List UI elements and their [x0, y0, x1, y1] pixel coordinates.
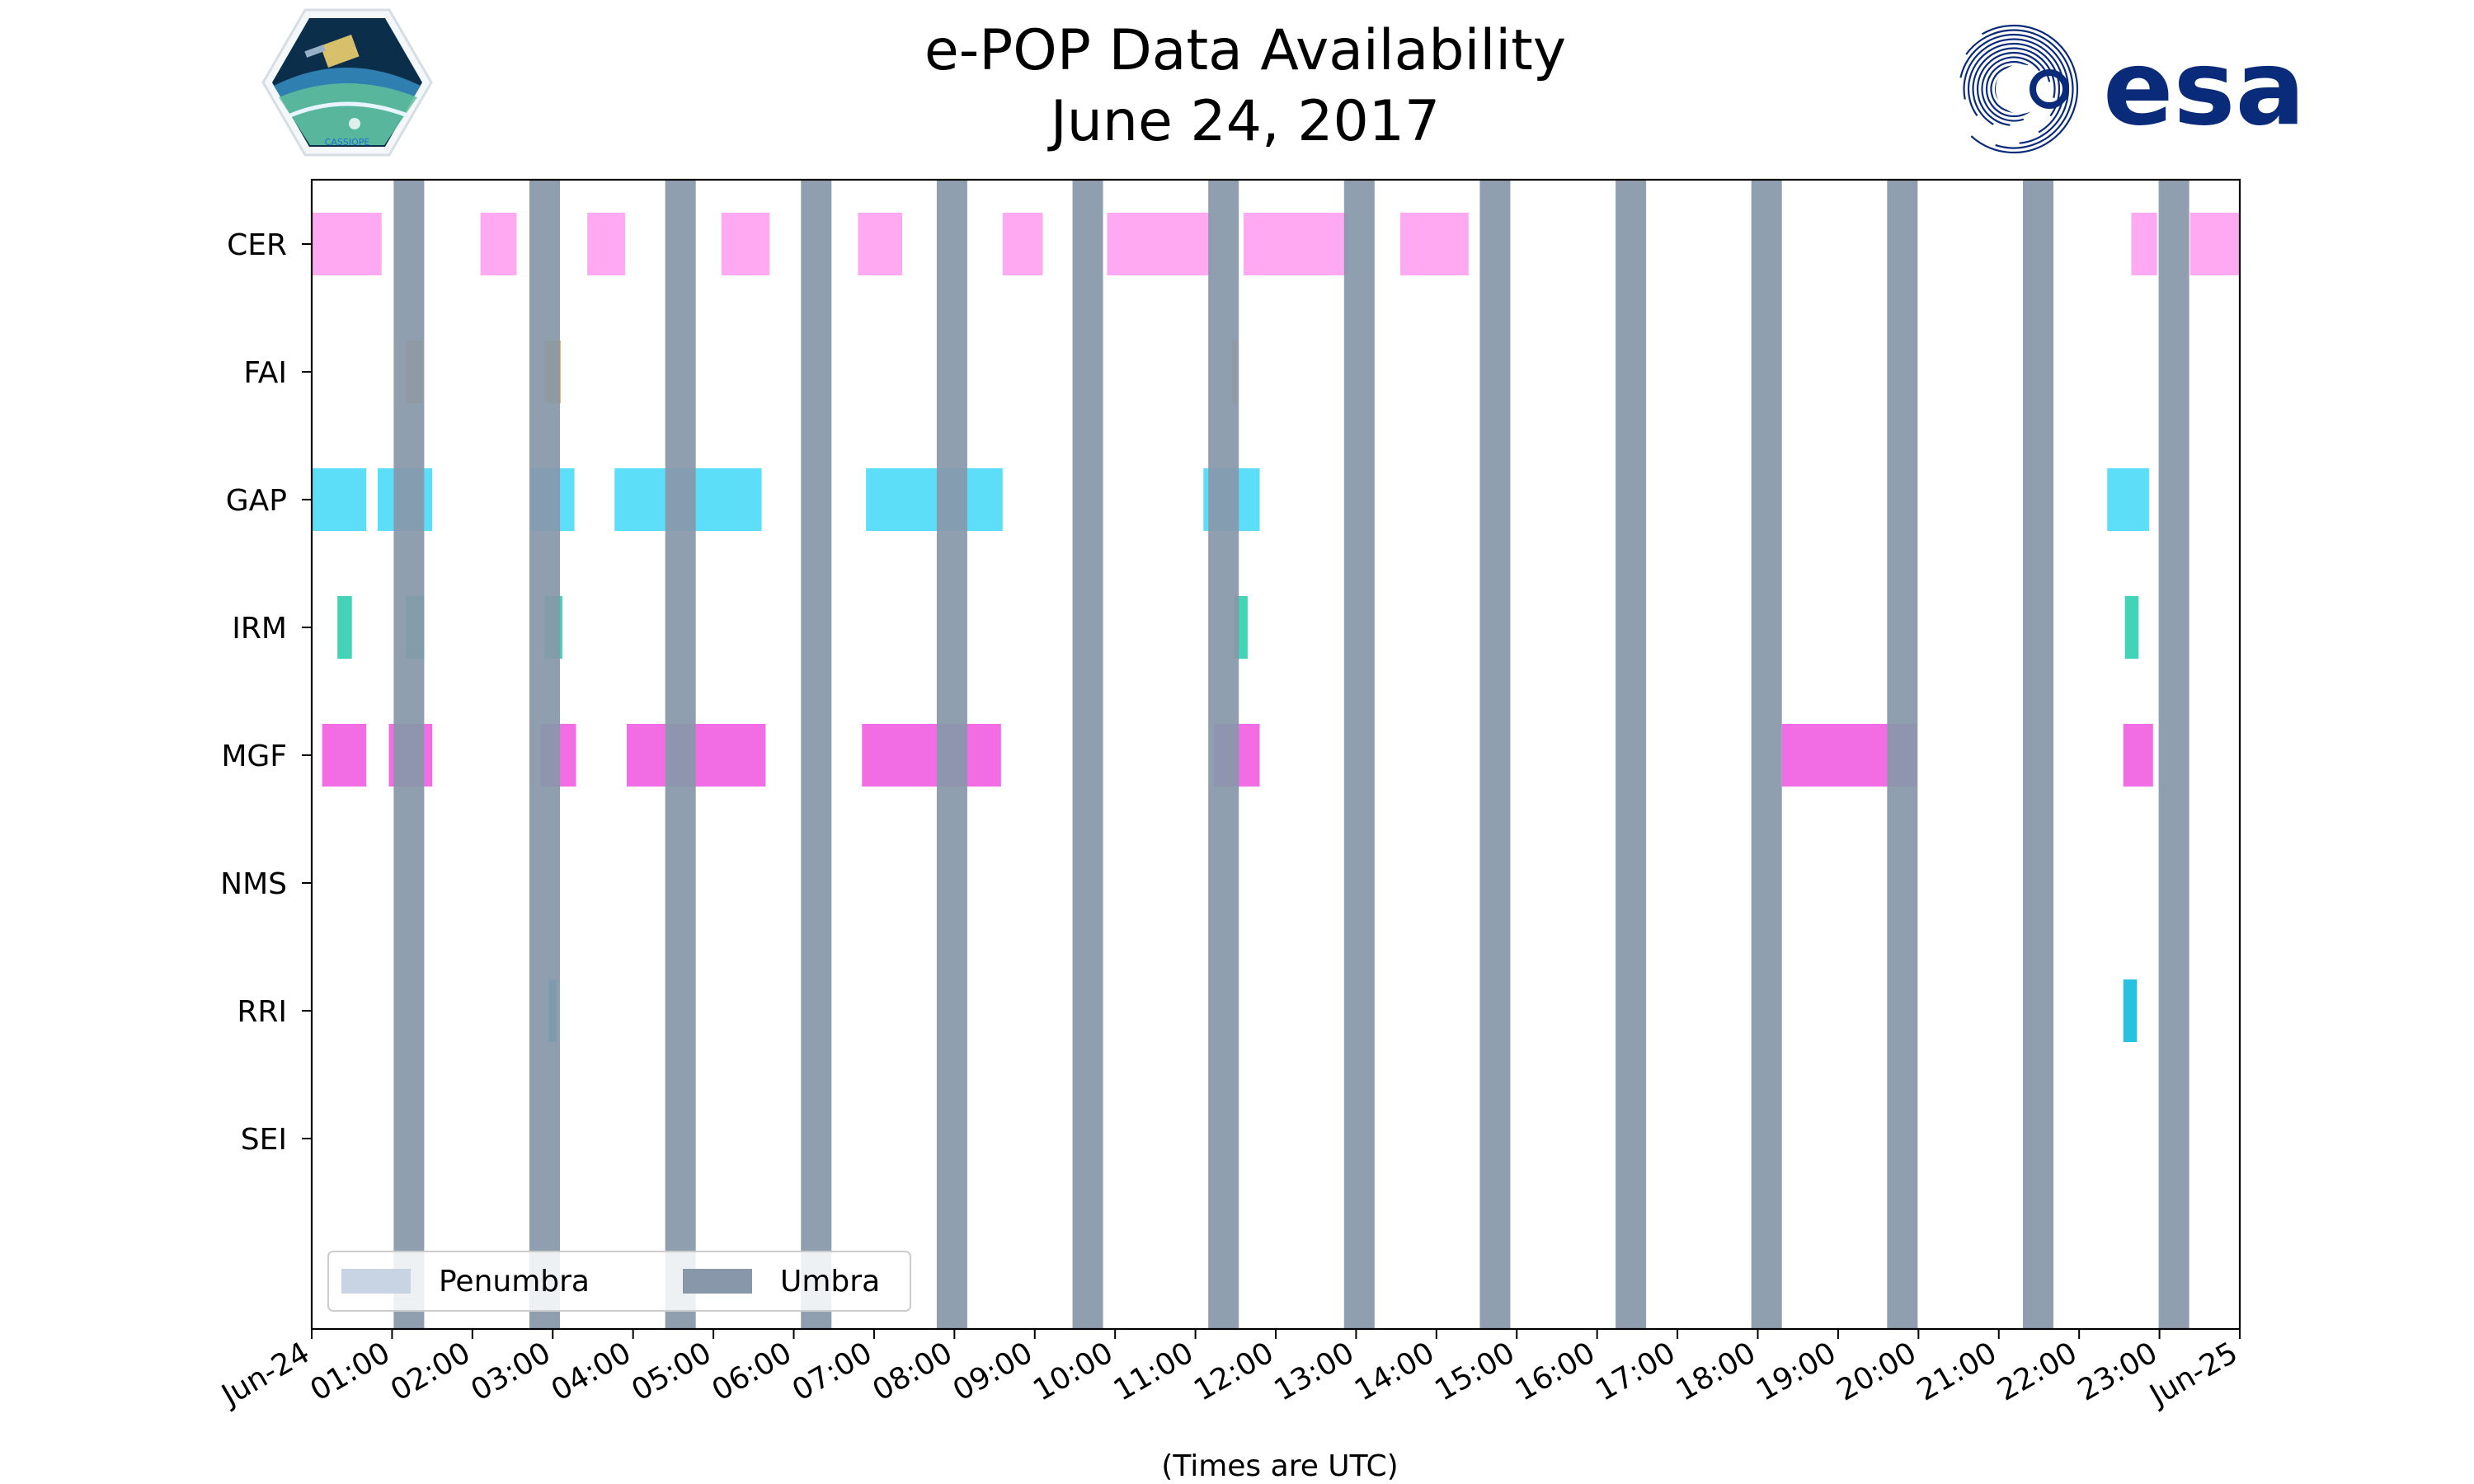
cer-data-bar [858, 213, 903, 275]
cer-data-bar [312, 213, 382, 275]
gap-data-bar [2107, 468, 2149, 531]
umbra-band [1751, 180, 1782, 1329]
x-tick-label: 16:00 [1510, 1336, 1601, 1407]
mgf-data-bar [322, 724, 367, 787]
cer-data-bar [721, 213, 770, 275]
x-tick-label: 19:00 [1751, 1336, 1841, 1407]
mgf-data-bar [626, 724, 766, 787]
plot-area [310, 178, 2241, 1331]
chart-title: e-POP Data Availability [924, 18, 1566, 83]
esa-logo-text: esa [2103, 27, 2305, 148]
legend-swatch-penumbra [341, 1269, 411, 1294]
cassiope-logo-text: CASSIOPE [325, 137, 370, 148]
umbra-band [2022, 180, 2053, 1329]
cer-data-bar [1107, 213, 1212, 275]
legend-label-penumbra: Penumbra [439, 1265, 590, 1298]
umbra-band [529, 180, 561, 1329]
umbra-band [393, 180, 425, 1329]
irm-data-bar [2124, 596, 2139, 659]
chart-subtitle: June 24, 2017 [1047, 89, 1441, 154]
mgf-data-bar [2123, 724, 2153, 787]
cer-data-bar [1002, 213, 1043, 275]
y-tick-label: RRI [237, 995, 287, 1029]
cer-data-bar [2131, 213, 2157, 275]
x-tick-label: 01:00 [305, 1336, 396, 1407]
y-tick-label: IRM [232, 612, 287, 646]
x-tick-label: 07:00 [787, 1336, 877, 1407]
cer-data-bar [480, 213, 517, 275]
plot-frame [310, 178, 2241, 1331]
esa-arc [1972, 47, 2056, 131]
x-tick-label: 23:00 [2072, 1336, 2163, 1407]
umbra-band [801, 180, 832, 1329]
y-tick-label: SEI [241, 1123, 287, 1157]
x-tick-label: Jun-24 [215, 1336, 316, 1413]
y-tick-label: CER [227, 228, 287, 262]
umbra-band [1208, 180, 1239, 1329]
umbra-band [665, 180, 696, 1329]
esa-arc [1949, 24, 2079, 154]
umbra-band [1887, 180, 1918, 1329]
x-tick-label: 08:00 [867, 1336, 957, 1407]
x-tick-label: 17:00 [1590, 1336, 1681, 1407]
cassiope-logo: CASSIOPE [261, 8, 433, 157]
y-tick-label: NMS [220, 867, 287, 901]
gap-data-bar [866, 468, 1003, 531]
legend-label-umbra: Umbra [780, 1265, 880, 1298]
umbra-band [1616, 180, 1647, 1329]
x-tick-label: 20:00 [1831, 1336, 1921, 1407]
rri-data-bar [2123, 979, 2138, 1042]
x-tick-label: 22:00 [1992, 1336, 2082, 1407]
esa-arc [1976, 51, 2052, 127]
esa-logo: esa [1949, 24, 2305, 154]
x-tick-label: 10:00 [1028, 1336, 1118, 1407]
umbra-band [1343, 180, 1375, 1329]
legend: Penumbra Umbra [327, 1251, 911, 1312]
y-tick-label: GAP [226, 484, 287, 518]
x-tick-label: 13:00 [1269, 1336, 1360, 1407]
y-axis: CER FAI GAP IRM MGF NMS RRI SEI [220, 228, 312, 1157]
cer-data-bar [2189, 213, 2240, 275]
cer-data-bar [1244, 213, 1348, 275]
x-axis: Jun-2401:0002:0003:0004:0005:0006:0007:0… [215, 1329, 2244, 1413]
cer-data-bar [587, 213, 625, 275]
x-tick-label: 03:00 [465, 1336, 556, 1407]
x-tick-label: 21:00 [1912, 1336, 2002, 1407]
irm-data-bar [337, 596, 352, 659]
cer-data-bar [1399, 213, 1469, 275]
x-tick-label: 05:00 [626, 1336, 717, 1407]
x-tick-label: 14:00 [1349, 1336, 1440, 1407]
x-tick-label: 04:00 [546, 1336, 637, 1407]
x-tick-label: 06:00 [707, 1336, 797, 1407]
y-tick-label: MGF [221, 740, 287, 773]
umbra-band [936, 180, 967, 1329]
mgf-data-bar [862, 724, 1001, 787]
legend-swatch-umbra [683, 1269, 752, 1294]
x-tick-label: 11:00 [1108, 1336, 1199, 1407]
legend-box [327, 1251, 911, 1312]
x-tick-label: 15:00 [1429, 1336, 1520, 1407]
x-tick-label: 18:00 [1671, 1336, 1761, 1407]
x-tick-label: Jun-25 [2143, 1336, 2244, 1413]
umbra-band [1072, 180, 1103, 1329]
umbra-band [1479, 180, 1511, 1329]
x-axis-label: (Times are UTC) [1161, 1449, 1398, 1483]
x-tick-label: 09:00 [948, 1336, 1038, 1407]
x-tick-label: 02:00 [385, 1336, 476, 1407]
umbra-band [2158, 180, 2189, 1329]
x-tick-label: 12:00 [1188, 1336, 1279, 1407]
gap-data-bar [312, 468, 367, 531]
y-tick-label: FAI [243, 356, 287, 390]
